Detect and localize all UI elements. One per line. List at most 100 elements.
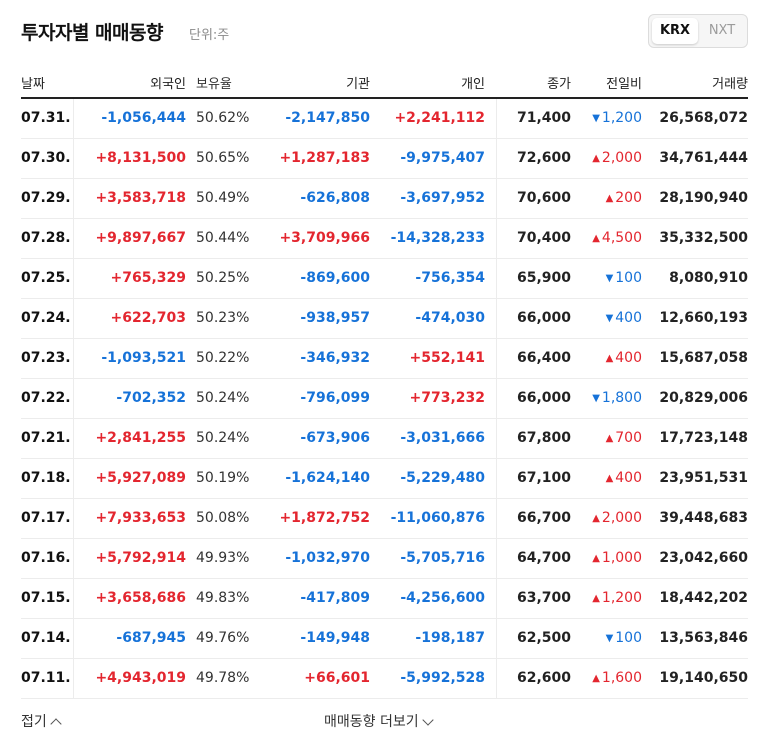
exchange-option-nxt[interactable]: NXT: [708, 23, 736, 38]
cell-holding-ratio: 50.44%: [196, 230, 250, 246]
cell-holding-ratio: 49.93%: [196, 550, 250, 566]
cell-change: ▲ 1,600: [592, 670, 642, 686]
table-row: 07.28. +9,897,667 50.44% +3,709,966 -14,328,…: [21, 219, 748, 259]
table-row: 07.16. +5,792,914 49.93% -1,032,970 -5,705,7…: [21, 539, 748, 579]
column-divider: [73, 219, 74, 258]
cell-change: ▲ 4,500: [592, 230, 642, 246]
cell-change: ▼ 100: [606, 270, 642, 286]
cell-date: 07.17.: [21, 510, 71, 526]
chevron-up-icon: [50, 718, 62, 730]
cell-date: 07.25.: [21, 270, 71, 286]
fold-label: 접기: [21, 714, 47, 730]
cell-foreign: +3,658,686: [95, 590, 186, 606]
triangle-up-icon: ▲: [605, 193, 614, 204]
col-holding-ratio: 보유율: [196, 77, 232, 92]
cell-foreign: +3,583,718: [95, 190, 186, 206]
triangle-up-icon: ▲: [592, 233, 600, 244]
table-row: 07.23. -1,093,521 50.22% -346,932 +552,141 66…: [21, 339, 748, 379]
panel-header: 투자자별 매매동향 단위:주 KRX NXT: [21, 14, 748, 50]
table-row: 07.22. -702,352 50.24% -796,099 +773,232 66,0…: [21, 379, 748, 419]
column-divider: [496, 339, 497, 378]
cell-institution: +3,709,966: [279, 230, 370, 246]
cell-close: 66,000: [516, 390, 571, 406]
column-divider: [73, 259, 74, 298]
exchange-option-krx[interactable]: KRX: [652, 18, 698, 44]
cell-institution: +1,287,183: [279, 150, 370, 166]
column-divider: [496, 299, 497, 338]
cell-individual: +552,141: [409, 350, 486, 366]
cell-date: 07.22.: [21, 390, 71, 406]
cell-change: ▼ 1,800: [592, 390, 642, 406]
cell-change-value: 100: [615, 270, 642, 286]
more-label: 매매동향 더보기: [324, 714, 419, 730]
column-divider: [496, 619, 497, 658]
cell-volume: 26,568,072: [659, 110, 748, 126]
triangle-down-icon: ▼: [605, 273, 614, 284]
cell-individual: -11,060,876: [390, 510, 485, 526]
cell-close: 62,600: [516, 670, 571, 686]
cell-individual: -198,187: [415, 630, 485, 646]
cell-foreign: -687,945: [116, 630, 186, 646]
cell-foreign: +5,792,914: [95, 550, 186, 566]
column-divider: [73, 139, 74, 178]
table-row: 07.31. -1,056,444 50.62% -2,147,850 +2,241,1…: [21, 99, 748, 139]
cell-foreign: -702,352: [116, 390, 186, 406]
cell-volume: 15,687,058: [659, 350, 748, 366]
table-row: 07.29. +3,583,718 50.49% -626,808 -3,697,952…: [21, 179, 748, 219]
column-divider: [73, 339, 74, 378]
cell-change-value: 2,000: [601, 510, 642, 526]
cell-holding-ratio: 50.25%: [196, 270, 250, 286]
cell-date: 07.15.: [21, 590, 71, 606]
cell-date: 07.18.: [21, 470, 71, 486]
cell-close: 64,700: [516, 550, 571, 566]
more-trading-button[interactable]: 매매동향 더보기: [324, 711, 434, 731]
unit-label: 단위:주: [189, 28, 230, 43]
cell-holding-ratio: 50.24%: [196, 430, 250, 446]
cell-change-value: 400: [615, 350, 642, 366]
table-row: 07.30. +8,131,500 50.65% +1,287,183 -9,975,4…: [21, 139, 748, 179]
table-row: 07.17. +7,933,653 50.08% +1,872,752 -11,060,…: [21, 499, 748, 539]
table-row: 07.14. -687,945 49.76% -149,948 -198,187 62,5…: [21, 619, 748, 659]
cell-institution: +1,872,752: [279, 510, 370, 526]
cell-individual: -5,229,480: [400, 470, 485, 486]
cell-volume: 20,829,006: [659, 390, 748, 406]
cell-institution: -869,600: [300, 270, 370, 286]
cell-close: 70,600: [516, 190, 571, 206]
cell-change: ▲ 400: [606, 470, 642, 486]
cell-change-value: 200: [615, 190, 642, 206]
cell-individual: -5,705,716: [400, 550, 485, 566]
cell-close: 72,600: [516, 150, 571, 166]
cell-holding-ratio: 49.76%: [196, 630, 250, 646]
column-divider: [496, 539, 497, 578]
cell-change-value: 700: [615, 430, 642, 446]
column-divider: [73, 539, 74, 578]
cell-volume: 17,723,148: [659, 430, 748, 446]
cell-volume: 35,332,500: [659, 230, 748, 246]
col-volume: 거래량: [712, 77, 748, 92]
cell-change: ▼ 400: [606, 310, 642, 326]
cell-volume: 23,042,660: [659, 550, 748, 566]
cell-change-value: 4,500: [601, 230, 642, 246]
triangle-down-icon: ▼: [592, 113, 600, 124]
triangle-up-icon: ▲: [592, 593, 600, 604]
triangle-down-icon: ▼: [605, 313, 614, 324]
triangle-up-icon: ▲: [592, 513, 600, 524]
col-date: 날짜: [21, 77, 45, 92]
cell-change: ▼ 1,200: [592, 110, 642, 126]
col-close: 종가: [547, 77, 571, 92]
cell-holding-ratio: 50.24%: [196, 390, 250, 406]
cell-date: 07.11.: [21, 670, 71, 686]
table-header: 날짜 외국인 보유율 기관 개인 종가 전일비 거래량: [21, 60, 748, 99]
cell-individual: +773,232: [409, 390, 486, 406]
cell-holding-ratio: 50.23%: [196, 310, 250, 326]
cell-change: ▲ 1,200: [592, 590, 642, 606]
fold-button[interactable]: 접기: [21, 711, 62, 731]
triangle-up-icon: ▲: [592, 553, 600, 564]
column-divider: [496, 499, 497, 538]
cell-institution: -346,932: [300, 350, 370, 366]
panel-footer: 접기 매매동향 더보기: [21, 711, 748, 735]
cell-institution: -796,099: [300, 390, 370, 406]
panel-title: 투자자별 매매동향: [21, 22, 163, 44]
column-divider: [73, 659, 74, 698]
chevron-down-icon: [421, 714, 434, 726]
